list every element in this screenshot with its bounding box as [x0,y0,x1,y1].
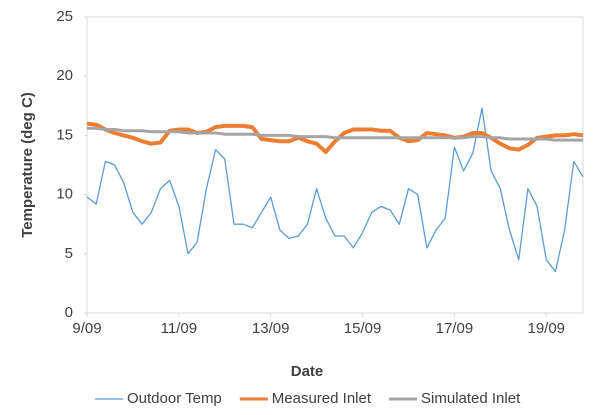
x-axis-label: Date [291,363,324,380]
x-tick-label: 9/09 [72,320,101,337]
y-tick-label: 15 [56,126,73,143]
series-line [86,107,584,273]
series-line [87,126,583,142]
y-tick-label: 10 [56,186,73,203]
x-tick-label: 17/09 [436,320,474,337]
y-tick-label: 0 [65,304,73,321]
y-tick-label: 25 [56,8,73,25]
y-tick-label: 5 [65,245,73,262]
legend-label: Outdoor Temp [127,390,222,407]
x-tick-label: 19/09 [527,320,565,337]
x-tick-label: 15/09 [344,320,382,337]
plot-frame [86,16,584,314]
legend-label: Simulated Inlet [421,390,521,407]
x-tick-label: 13/09 [252,320,290,337]
legend-label: Measured Inlet [272,390,372,407]
x-tick-label: 11/09 [161,320,197,337]
y-axis-label: Temperature (deg C) [19,92,36,238]
y-tick-label: 20 [56,67,73,84]
